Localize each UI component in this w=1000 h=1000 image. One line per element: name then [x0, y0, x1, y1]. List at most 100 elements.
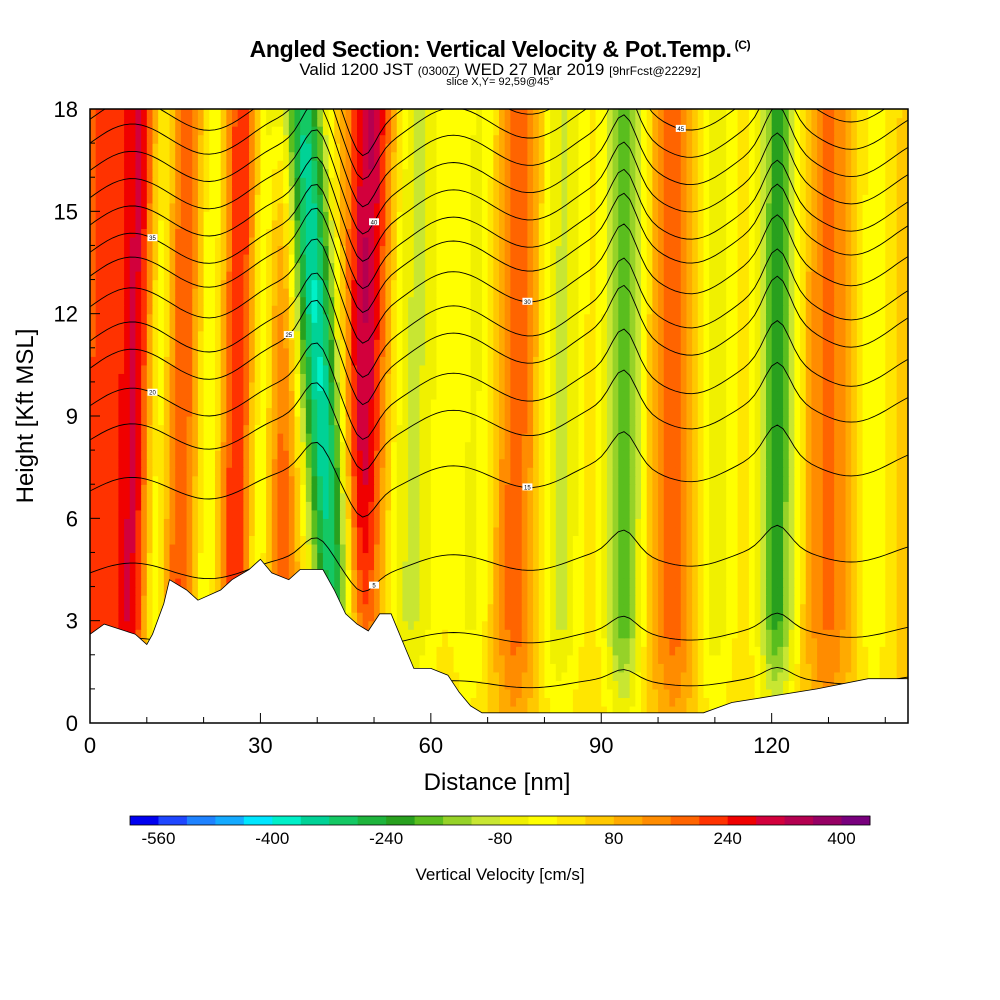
- field-cell: [805, 526, 813, 536]
- field-cell: [476, 526, 483, 536]
- field-cell: [709, 612, 716, 622]
- field-cell: [135, 586, 142, 596]
- field-cell: [544, 501, 551, 511]
- field-cell: [817, 441, 824, 451]
- field-cell: [294, 441, 301, 451]
- field-cell: [555, 441, 563, 451]
- field-cell: [720, 552, 727, 562]
- field-cell: [220, 475, 227, 485]
- field-cell: [720, 509, 727, 519]
- field-cell: [896, 586, 903, 596]
- field-cell: [612, 612, 619, 622]
- field-cell: [811, 586, 818, 596]
- field-cell: [680, 663, 688, 673]
- field-cell: [430, 433, 438, 443]
- field-cell: [771, 535, 778, 545]
- field-cell: [726, 629, 733, 639]
- field-cell: [629, 586, 636, 596]
- field-cell: [95, 501, 102, 511]
- field-cell: [214, 484, 222, 494]
- field-cell: [851, 492, 858, 502]
- field-cell: [737, 578, 744, 588]
- field-cell: [902, 492, 908, 502]
- field-cell: [459, 629, 466, 639]
- field-cell: [95, 578, 102, 588]
- field-cell: [817, 526, 824, 536]
- field-cell: [402, 535, 409, 545]
- field-cell: [743, 595, 750, 605]
- field-cell: [862, 450, 869, 460]
- field-cell: [822, 492, 830, 502]
- field-cell: [663, 467, 671, 477]
- field-cell: [118, 552, 125, 562]
- field-cell: [635, 560, 642, 571]
- field-cell: [385, 586, 392, 596]
- field-cell: [266, 467, 273, 477]
- field-cell: [175, 484, 182, 494]
- field-cell: [896, 620, 903, 630]
- field-cell: [641, 552, 648, 562]
- field-cell: [805, 663, 813, 673]
- field-cell: [646, 501, 653, 511]
- field-cell: [374, 595, 381, 605]
- field-cell: [737, 569, 744, 579]
- field-cell: [652, 433, 659, 443]
- field-cell: [680, 535, 688, 545]
- field-cell: [425, 629, 432, 639]
- field-cell: [493, 586, 500, 596]
- field-cell: [453, 671, 460, 681]
- field-cell: [453, 441, 460, 451]
- field-cell: [345, 543, 352, 554]
- field-cell: [510, 492, 517, 502]
- field-cell: [595, 424, 602, 434]
- field-cell: [839, 654, 847, 664]
- field-cell: [623, 629, 631, 639]
- field-cell: [692, 578, 699, 588]
- field-cell: [788, 646, 795, 656]
- field-cell: [839, 433, 847, 443]
- field-cell: [368, 569, 375, 579]
- field-cell: [124, 552, 131, 562]
- field-cell: [737, 467, 744, 477]
- field-cell: [737, 492, 744, 502]
- field-cell: [538, 543, 546, 554]
- field-cell: [811, 569, 818, 579]
- field-cell: [873, 620, 881, 630]
- field-cell: [447, 637, 455, 647]
- field-cell: [623, 705, 631, 716]
- field-cell: [152, 578, 159, 588]
- field-cell: [186, 526, 193, 536]
- field-cell: [669, 484, 676, 494]
- field-cell: [516, 705, 523, 716]
- field-cell: [197, 492, 205, 502]
- field-cell: [686, 543, 693, 554]
- field-cell: [714, 475, 722, 485]
- field-cell: [737, 433, 744, 443]
- field-cell: [510, 552, 517, 562]
- field-cell: [112, 535, 119, 545]
- field-cell: [521, 629, 528, 639]
- field-cell: [709, 467, 716, 477]
- field-cell: [777, 595, 784, 605]
- field-cell: [254, 518, 262, 528]
- valid-date: WED 27 Mar 2019: [464, 60, 605, 79]
- field-cell: [584, 595, 591, 605]
- field-cell: [709, 552, 716, 562]
- field-cell: [476, 475, 483, 485]
- field-cell: [533, 560, 540, 571]
- field-cell: [845, 629, 852, 639]
- field-cell: [271, 433, 279, 443]
- field-cell: [885, 509, 892, 519]
- field-cell: [748, 441, 756, 451]
- field-cell: [731, 492, 739, 502]
- field-cell: [862, 484, 869, 494]
- field-cell: [402, 595, 409, 605]
- field-cell: [95, 433, 102, 443]
- field-cell: [828, 663, 835, 673]
- field-cell: [430, 484, 438, 494]
- field-cell: [538, 467, 546, 477]
- field-cell: [436, 467, 443, 477]
- field-cell: [152, 475, 159, 485]
- field-cell: [561, 586, 568, 596]
- field-cell: [391, 433, 398, 443]
